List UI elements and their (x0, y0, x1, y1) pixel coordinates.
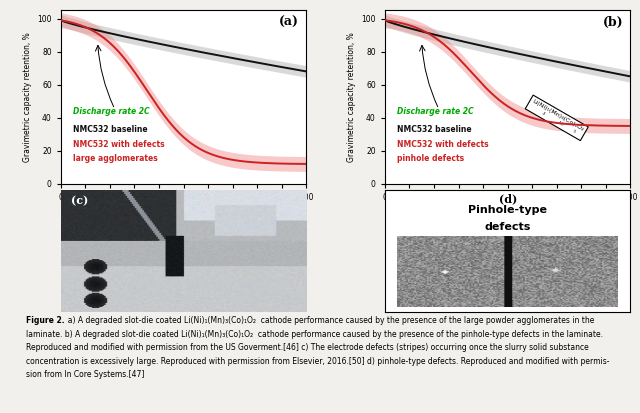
Text: Reproduced and modified with permission from the US Goverment.[46] c) The electr: Reproduced and modified with permission … (26, 343, 588, 352)
Text: Li(Ni)₁(Mn)₃(Co)₁O₂
    ₂        ₁₀      ₅: Li(Ni)₁(Mn)₃(Co)₁O₂ ₂ ₁₀ ₅ (529, 99, 585, 137)
Text: (a): (a) (279, 16, 299, 28)
Text: NMC532 with defects: NMC532 with defects (397, 140, 489, 150)
Text: Pinhole-type: Pinhole-type (468, 204, 547, 215)
Y-axis label: Gravimetric capacity retention, %: Gravimetric capacity retention, % (22, 32, 32, 162)
X-axis label: Cycle numbers: Cycle numbers (152, 207, 215, 216)
Text: (b): (b) (603, 16, 623, 28)
Text: NMC532 baseline: NMC532 baseline (397, 125, 472, 134)
Y-axis label: Gravimetric capacity retention, %: Gravimetric capacity retention, % (347, 32, 356, 162)
Text: Discharge rate 2C: Discharge rate 2C (73, 107, 150, 116)
X-axis label: Cycle numbers: Cycle numbers (476, 207, 540, 216)
Text: large agglomerates: large agglomerates (73, 154, 158, 163)
Text: defects: defects (484, 222, 531, 232)
Text: a) A degraded slot-die coated Li(Ni)₁(Mn)₃(Co)₁O₂  cathode performance caused by: a) A degraded slot-die coated Li(Ni)₁(Mn… (63, 316, 594, 325)
Text: Discharge rate 2C: Discharge rate 2C (397, 107, 474, 116)
Text: pinhole defects: pinhole defects (397, 154, 464, 163)
Text: concentration is excessively large. Reproduced with permission from Elsevier, 20: concentration is excessively large. Repr… (26, 357, 609, 366)
Text: laminate. b) A degraded slot-die coated Li(Ni)₁(Mn)₃(Co)₁O₂  cathode performance: laminate. b) A degraded slot-die coated … (26, 330, 603, 339)
Text: NMC532 baseline: NMC532 baseline (73, 125, 148, 134)
Text: (d): (d) (499, 194, 516, 204)
Text: NMC532 with defects: NMC532 with defects (73, 140, 164, 150)
Text: (c): (c) (70, 195, 88, 206)
Text: sion from In Core Systems.[47]: sion from In Core Systems.[47] (26, 370, 144, 380)
Text: Figure 2.: Figure 2. (26, 316, 64, 325)
